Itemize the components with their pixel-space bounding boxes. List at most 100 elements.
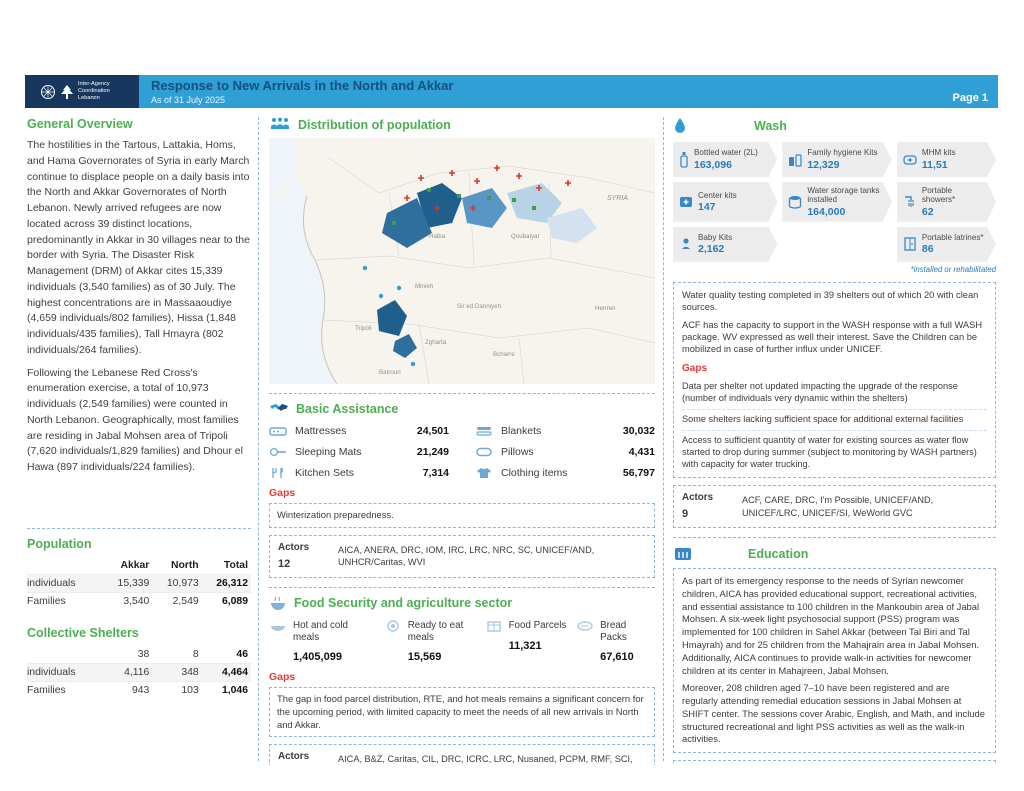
shower-icon	[903, 195, 917, 209]
population-heading: Population	[27, 536, 92, 551]
gaps-box: The gap in food parcel distribution, RTE…	[269, 687, 655, 738]
map-markers-blue	[362, 265, 416, 367]
item-label: Sleeping Mats	[295, 446, 362, 458]
list-item: Clothing items 56,797	[475, 467, 655, 479]
basic-assistance-section: Basic Assistance Mattresses 24,501 Blank…	[269, 393, 655, 578]
basic-assistance-heading: Basic Assistance	[296, 402, 399, 416]
general-overview-heading: General Overview	[27, 117, 133, 131]
population-section: Population Akkar North Total individuals…	[27, 527, 251, 610]
collective-shelters-heading: Collective Shelters	[27, 625, 139, 640]
right-column: Wash Bottled water (2L) 163,096 Family hy…	[673, 117, 996, 765]
wash-badge-spacer	[782, 227, 892, 262]
distribution-heading: Distribution of population	[298, 117, 451, 132]
actors-list: ACF, CARE, DRC, I'm Possible, UNICEF/AND…	[742, 495, 934, 518]
ready-meal-icon	[387, 620, 399, 632]
item-label: Mattresses	[295, 425, 347, 437]
map-label: Minieh	[415, 283, 434, 290]
report-title: Response to New Arrivals in the North an…	[151, 78, 454, 93]
clothing-icon	[477, 468, 491, 478]
education-para2: Moreover, 208 children aged 7–10 have be…	[682, 682, 985, 745]
wash-badge: MHM kits 11,51	[897, 142, 996, 177]
latrine-icon	[903, 237, 917, 251]
map-label: SYRIA	[607, 195, 628, 202]
gaps-label: Gaps	[269, 671, 296, 684]
list-item: Ready to eat meals 15,569	[384, 619, 477, 664]
bread-icon	[577, 621, 593, 631]
item-value: 21,249	[416, 446, 449, 458]
table-row: 38 8 46	[27, 646, 251, 664]
basic-assistance-heading-row: Basic Assistance	[269, 402, 655, 416]
gap-item: Some shelters lacking sufficient space f…	[682, 409, 987, 426]
wash-note: ACF has the capacity to support in the W…	[682, 319, 983, 355]
baby-icon	[679, 237, 693, 251]
item-value: 7,314	[422, 467, 449, 479]
list-item: Sleeping Mats 21,249	[269, 446, 449, 458]
food-security-heading-row: Food Security and agriculture sector	[269, 596, 655, 610]
center-kit-icon	[679, 195, 693, 209]
collective-shelters-table: 38 8 46 individuals 4,116 348 4,464 Fami…	[27, 646, 251, 699]
actors-list: AICA, ANERA, DRC, IOM, IRC, LRC, NRC, SC…	[338, 544, 595, 568]
education-heading: Education	[748, 547, 809, 562]
population-table: Akkar North Total individuals 15,339 10,…	[27, 557, 251, 610]
wash-notes-box: Water quality testing completed in 39 sh…	[673, 281, 996, 478]
collective-shelters-section: Collective Shelters 38 8 46 individuals …	[27, 626, 251, 699]
table-row: Families 943 103 1,046	[27, 684, 248, 696]
item-label: Bread Packs	[600, 619, 627, 643]
header-bar: Response to New Arrivals in the North an…	[139, 75, 998, 108]
table-row: individuals 4,116 348 4,464	[27, 663, 251, 682]
actors-heading: Actors	[278, 541, 310, 553]
gaps-box: Winterization preparedness.	[269, 503, 655, 528]
item-label: Pillows	[501, 446, 534, 458]
general-overview-para1: The hostilities in the Tartous, Lattakia…	[27, 139, 250, 356]
item-label: Blankets	[501, 425, 542, 437]
item-value: 11,321	[508, 639, 542, 652]
map-markers-red	[404, 165, 571, 211]
education-text-box: As part of its emergency response to the…	[673, 568, 996, 754]
wash-heading: Wash	[754, 118, 787, 133]
actors-box: Actors 2 AICA, UNICEF	[673, 760, 996, 765]
wash-badge: Water storage tanks installed 164,000	[782, 182, 892, 222]
org-logo: Inter-Agency Coordination Lebanon	[25, 75, 139, 108]
food-security-items: Hot and cold meals 1,405,099 Ready to ea…	[269, 619, 655, 664]
wash-badge: Portable latrines* 86	[897, 227, 996, 262]
blanket-icon	[476, 427, 492, 436]
sleeping-mat-icon	[269, 447, 286, 457]
map-label: Bcharre	[493, 351, 515, 358]
cedar-tree-icon	[61, 84, 73, 99]
pillow-icon	[476, 447, 492, 457]
map-label: Tripoli	[355, 325, 372, 332]
report-header: Inter-Agency Coordination Lebanon Respon…	[25, 75, 998, 108]
item-label: Food Parcels	[508, 619, 567, 631]
distribution-map: Qoubaiyat Halba Hermel Minieh Sir ed Dan…	[269, 138, 655, 384]
handshake-icon	[270, 404, 288, 411]
water-tank-icon	[788, 195, 802, 209]
school-building-icon	[675, 548, 691, 561]
list-item: Bread Packs 67,610	[576, 619, 655, 663]
table-row: Families 3,540 2,549 6,089	[27, 595, 248, 607]
list-item: Hot and cold meals 1,405,099	[269, 620, 376, 663]
water-drop-icon	[675, 118, 685, 133]
wash-badges: Bottled water (2L) 163,096 Family hygiene…	[673, 142, 996, 262]
map-land	[269, 138, 655, 384]
map-label: Qoubaiyat	[511, 233, 539, 240]
table-row: individuals 15,339 10,973 26,312	[27, 574, 251, 593]
page-number: Page 1	[952, 92, 988, 104]
actors-count: 12	[278, 557, 291, 570]
hot-meal-icon	[271, 625, 285, 631]
map-districts	[377, 183, 597, 358]
water-bottle-icon	[679, 152, 689, 168]
item-label: Ready to eat meals	[407, 619, 464, 643]
education-para1: As part of its emergency response to the…	[682, 575, 980, 676]
kitchen-set-icon	[272, 467, 284, 478]
map-label: Hermel	[595, 305, 615, 312]
basic-assistance-items: Mattresses 24,501 Blankets 30,032 Sleepi…	[269, 425, 655, 479]
item-value: 15,569	[407, 651, 442, 664]
gaps-label: Gaps	[269, 487, 296, 499]
actors-heading: Actors	[682, 491, 714, 503]
item-value: 24,501	[416, 425, 449, 437]
wash-note: Water quality testing completed in 39 sh…	[682, 289, 979, 313]
wash-badge: Family hygiene Kits 12,329	[782, 142, 892, 177]
wash-badge: Center kits 147	[673, 182, 777, 222]
mattress-icon	[269, 427, 287, 436]
item-value: 4,431	[628, 446, 655, 458]
